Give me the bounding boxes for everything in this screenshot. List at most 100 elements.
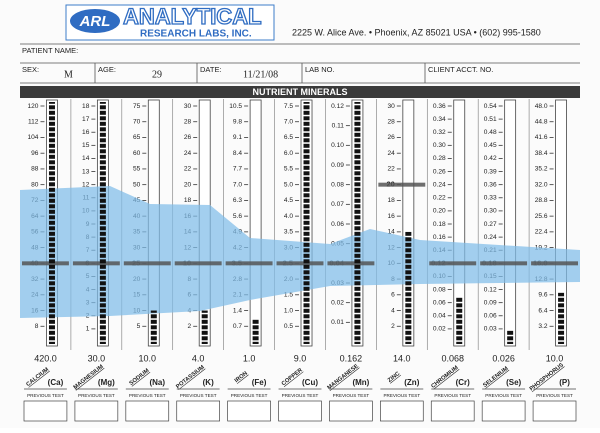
- previous-test-box: [125, 400, 170, 422]
- tick-label: 35.2: [535, 166, 548, 173]
- previous-test-label: PREVIOUS TEST: [383, 393, 420, 398]
- tick-label: 7.0: [284, 118, 293, 125]
- tick-label: 3.5: [284, 229, 293, 236]
- value-label: 10.0: [546, 353, 564, 363]
- field-label: AGE:: [98, 65, 116, 74]
- level-bar: [456, 297, 463, 344]
- mineral-symbol: (Fe): [252, 378, 267, 387]
- tick-label: 25.6: [535, 213, 548, 220]
- columns: 12011210496888072645648403224168420.0CAL…: [23, 99, 577, 422]
- address: 2225 W. Alice Ave. • Phoenix, AZ 85021 U…: [292, 27, 541, 37]
- previous-test-box: [430, 400, 475, 422]
- value-label: 1.0: [243, 353, 256, 363]
- tick-label: 50: [133, 181, 141, 188]
- level-bar: [201, 310, 208, 344]
- level-tube: [453, 99, 466, 347]
- tick-label: 0.27: [484, 221, 497, 228]
- value-label: 0.162: [340, 353, 363, 363]
- reference-line: [429, 261, 477, 266]
- tick-label: 18: [184, 197, 192, 204]
- levels: [22, 102, 578, 344]
- field-label: CLIENT ACCT. NO.: [428, 65, 493, 74]
- mineral-symbol: (Na): [149, 378, 165, 387]
- tick-label: 6.0: [284, 150, 293, 157]
- tick-label: 26: [184, 134, 192, 141]
- tick-label: 112: [28, 118, 39, 125]
- tick-label: 7.0: [233, 181, 242, 188]
- tick-label: 0.20: [433, 208, 446, 215]
- previous-test-box: [329, 400, 373, 422]
- tick-label: 30: [387, 103, 395, 110]
- tick-label: 6.3: [233, 197, 242, 204]
- company: ANALYTICAL: [123, 4, 262, 29]
- tick-label: 3.2: [538, 323, 547, 330]
- tick-label: 0.02: [433, 326, 446, 333]
- tick-label: 16: [387, 213, 395, 220]
- tick-label: 88: [31, 166, 39, 173]
- tick-label: 0.24: [433, 181, 446, 188]
- previous-test-box: [278, 400, 322, 422]
- value-label: 4.0: [192, 353, 205, 363]
- tick-label: 0.30: [484, 208, 497, 215]
- tick-label: 22: [387, 166, 395, 173]
- tick-label: 5.5: [284, 166, 293, 173]
- section-bar: [20, 86, 580, 98]
- logo-oval: [70, 9, 120, 33]
- previous-test-label: PREVIOUS TEST: [78, 393, 115, 398]
- level-tube: [555, 99, 567, 347]
- level-tube: [249, 99, 262, 347]
- tick-label: 96: [31, 150, 39, 157]
- tick-label: 44.8: [535, 118, 548, 125]
- mineral-symbol: (P): [559, 378, 570, 387]
- previous-test-box: [227, 400, 271, 422]
- previous-test-box: [532, 400, 577, 422]
- tick-label: 32.0: [535, 181, 548, 188]
- previous-test-label: PREVIOUS TEST: [180, 393, 217, 398]
- tick-label: 24: [184, 150, 192, 157]
- level-bar: [507, 330, 514, 344]
- previous-test-label: PREVIOUS TEST: [282, 393, 319, 398]
- mineral-symbol: (Se): [506, 378, 521, 387]
- tick-label: 0.42: [484, 155, 497, 162]
- logo: ARL: [79, 13, 111, 30]
- tick-label: 0.08: [331, 181, 344, 188]
- tick-label: 0.08: [433, 286, 446, 293]
- previous-test-label: PREVIOUS TEST: [333, 393, 370, 398]
- tick-label: 0.09: [484, 299, 497, 306]
- value-label: 14.0: [393, 353, 411, 363]
- tick-label: 20: [184, 181, 192, 188]
- field-value: 29: [152, 69, 162, 80]
- tick-label: 18: [387, 197, 395, 204]
- value-label: 9.0: [294, 353, 307, 363]
- tick-label: 4.0: [284, 213, 293, 220]
- reference-line: [531, 261, 578, 266]
- mineral-symbol: (Cr): [456, 378, 471, 387]
- company-sub: RESEARCH LABS, INC.: [140, 29, 252, 40]
- tick-label: 0.30: [433, 142, 446, 149]
- tick-label: 28: [387, 118, 395, 125]
- level-tube: [504, 99, 517, 347]
- tick-label: 2: [391, 323, 395, 330]
- field-label: DATE:: [200, 65, 222, 74]
- tick-label: 0.7: [233, 323, 242, 330]
- tick-label: 0.06: [331, 221, 344, 228]
- tick-label: 104: [27, 134, 38, 141]
- tick-label: 0.32: [433, 129, 446, 136]
- tick-label: 13: [82, 168, 90, 175]
- previous-test-box: [481, 400, 526, 422]
- tick-label: 17: [82, 116, 90, 123]
- tick-label: 0.22: [433, 195, 446, 202]
- tick-label: 0.5: [284, 323, 293, 330]
- tick-label: 12: [82, 181, 90, 188]
- tick-label: 0.02: [331, 299, 344, 306]
- reference-line: [174, 261, 222, 266]
- tick-label: 1.0: [284, 307, 293, 314]
- previous-test-label: PREVIOUS TEST: [231, 393, 268, 398]
- field-label: SEX:: [22, 65, 39, 74]
- tick-label: 0.28: [433, 155, 446, 162]
- tick-label: 0.09: [331, 162, 344, 169]
- section-title: NUTRIENT MINERALS: [253, 87, 348, 97]
- tick-label: 5.0: [284, 181, 293, 188]
- tick-label: 0.45: [484, 142, 497, 149]
- normal-range-band: [20, 186, 580, 318]
